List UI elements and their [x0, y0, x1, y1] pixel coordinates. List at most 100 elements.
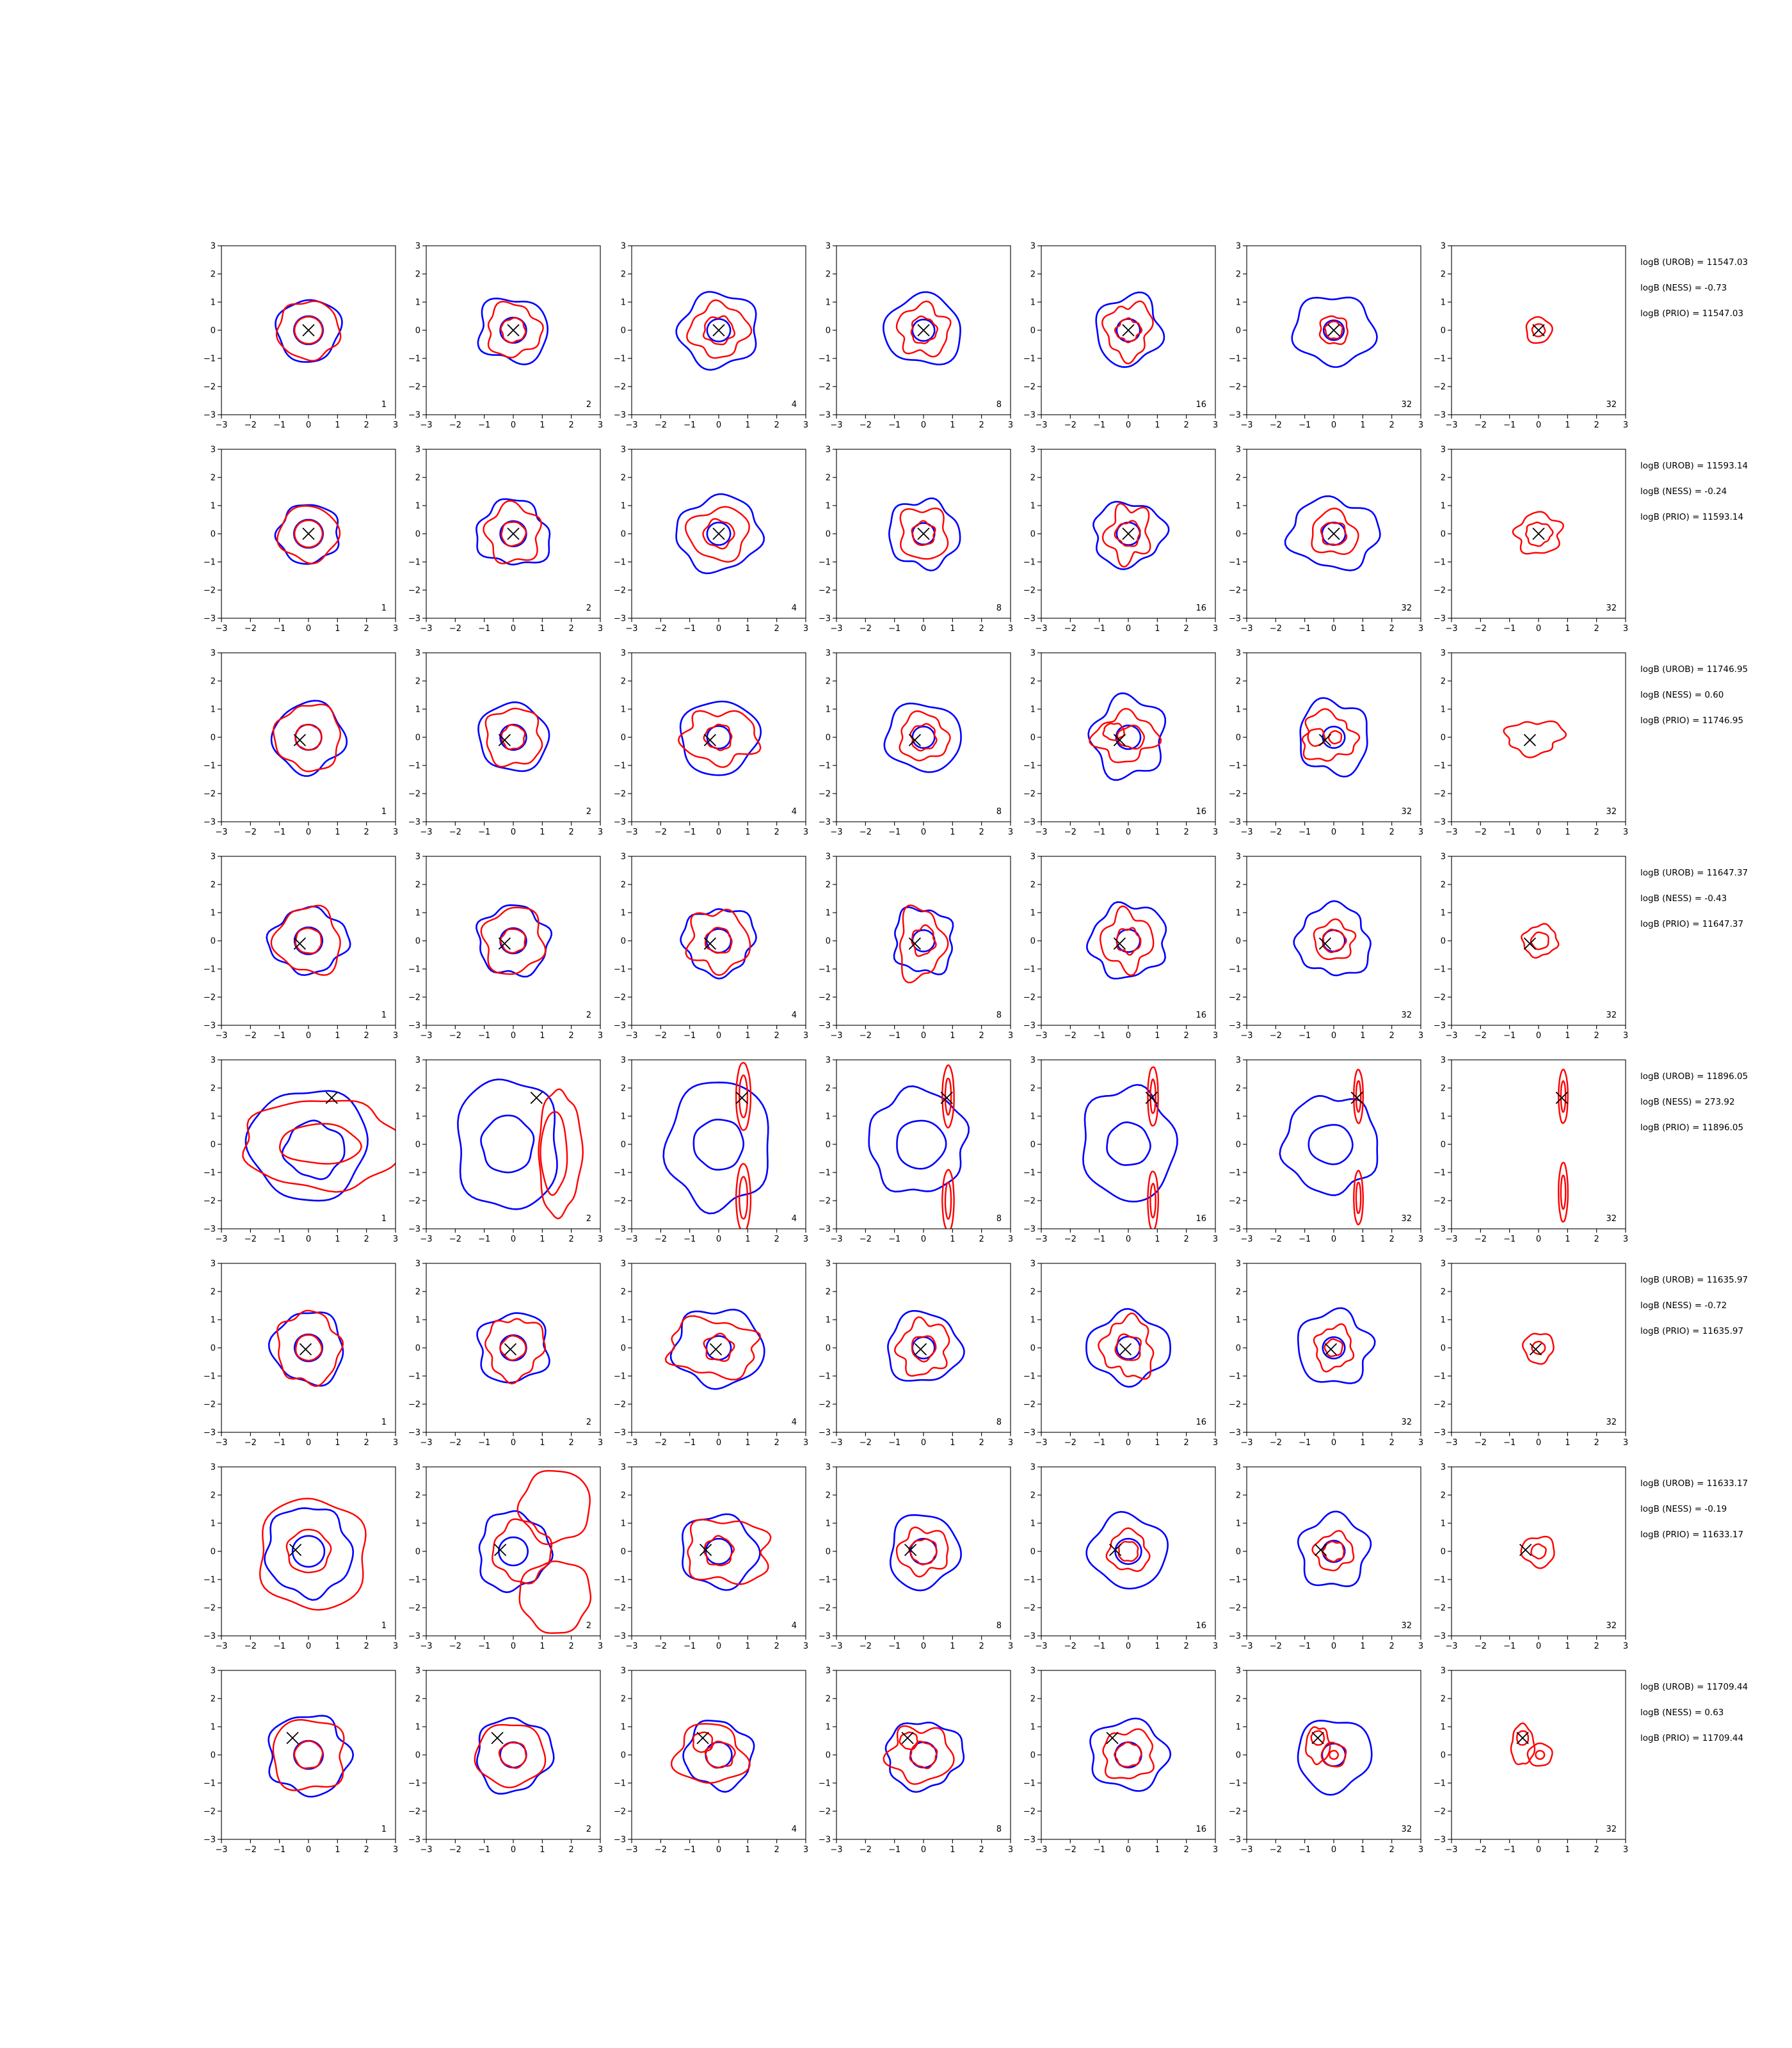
blue-contour	[1095, 291, 1165, 368]
blue-contour	[675, 493, 765, 575]
y-tick-label: 1	[1030, 1723, 1036, 1732]
panel-label: 32	[1606, 1418, 1617, 1427]
blue-contour	[1087, 692, 1166, 781]
y-tick-label: −2	[408, 1400, 420, 1410]
plot-area	[888, 497, 961, 572]
x-tick-label: 1	[335, 624, 340, 634]
axes-frame	[426, 1059, 601, 1229]
logb-annotation: logB (PRIO) = 11547.03	[1640, 308, 1743, 319]
red-contour	[500, 724, 526, 750]
plot-area	[266, 904, 351, 976]
panel-label: 16	[1196, 400, 1206, 410]
y-tick-label: −2	[1434, 1807, 1446, 1817]
panel-r4-c3: −3−3 −2 −2 −1 −1 0 0 1 1 2 2 3 3 4	[614, 852, 808, 1041]
y-tick-label: 0	[1441, 530, 1446, 540]
x-tick-label: −1	[888, 1235, 900, 1244]
plot-area	[678, 700, 762, 776]
x-tick-label: −2	[1270, 1642, 1282, 1651]
panel-label: 4	[792, 1011, 797, 1020]
blue-contour	[499, 723, 527, 751]
x-tick-label: 1	[1360, 1235, 1365, 1244]
y-tick-label: −3	[1229, 1632, 1241, 1642]
y-tick-label: −1	[614, 1372, 626, 1382]
x-tick-label: −2	[1270, 828, 1282, 837]
x-tick-label: −2	[1270, 420, 1282, 430]
x-tick-label: 2	[364, 420, 369, 430]
x-tick-label: −2	[860, 1845, 872, 1855]
y-tick-label: −1	[408, 1576, 420, 1585]
plot-area	[682, 1513, 772, 1591]
x-tick-label: 1	[1565, 1845, 1570, 1855]
red-contour	[270, 904, 341, 976]
x-tick-label: 2	[1389, 1031, 1395, 1041]
y-tick-label: −3	[614, 1632, 626, 1642]
plot-area	[664, 1308, 765, 1390]
red-contour	[1329, 1750, 1340, 1760]
x-tick-label: −2	[1475, 828, 1487, 837]
x-tick-label: 2	[979, 420, 984, 430]
x-tick-label: 0	[1126, 1031, 1131, 1041]
y-tick-label: −1	[1229, 558, 1241, 568]
axes-frame	[1451, 856, 1626, 1026]
logb-annotation: logB (NESS) = 0.60	[1640, 690, 1724, 700]
x-tick-label: 3	[1418, 1235, 1423, 1244]
x-tick-label: 1	[335, 828, 340, 837]
logb-annotation: logB (UROB) = 11547.03	[1640, 257, 1748, 268]
y-tick-label: 3	[621, 852, 626, 862]
x-tick-label: 1	[1360, 1031, 1365, 1041]
y-tick-label: 2	[211, 1288, 216, 1297]
panel-r3-c1: −3−3 −2 −2 −1 −1 0 0 1 1 2 2 3 3 1	[204, 649, 398, 838]
blue-contour	[477, 701, 550, 772]
x-tick-label: 3	[598, 1438, 603, 1448]
x-tick-label: 3	[1008, 1642, 1013, 1651]
y-tick-label: 3	[826, 649, 831, 659]
red-contour	[1526, 1742, 1553, 1767]
y-tick-label: −3	[1023, 1021, 1036, 1031]
red-contour	[687, 1519, 772, 1585]
y-tick-label: −3	[408, 614, 420, 624]
x-tick-label: 3	[393, 828, 398, 837]
x-tick-label: 2	[364, 624, 369, 634]
x-tick-label: 3	[393, 624, 398, 634]
x-tick-label: 0	[921, 624, 926, 634]
panel-label: 16	[1196, 1418, 1206, 1427]
x-tick-label: −1	[684, 1438, 696, 1448]
x-marker	[1106, 1731, 1119, 1745]
red-contour	[685, 908, 751, 976]
panel-label: 4	[792, 400, 797, 410]
y-tick-label: −3	[204, 1428, 216, 1438]
y-tick-label: −2	[204, 790, 216, 799]
y-tick-label: 0	[211, 326, 216, 336]
red-contour	[1521, 923, 1560, 959]
blue-contour	[1116, 522, 1141, 546]
y-tick-label: 3	[1030, 649, 1036, 659]
x-tick-label: 1	[1155, 420, 1160, 430]
panel-r3-c4: −3−3 −2 −2 −1 −1 0 0 1 1 2 2 3 3 8	[819, 649, 1013, 838]
x-tick-label: 3	[1623, 624, 1628, 634]
x-tick-label: 3	[1008, 420, 1013, 430]
red-contour	[484, 1318, 547, 1385]
x-marker	[1327, 527, 1340, 540]
panel-label: 32	[1606, 604, 1617, 613]
y-tick-label: −2	[819, 993, 831, 1003]
x-tick-label: −2	[655, 624, 667, 634]
y-tick-label: 3	[621, 445, 626, 455]
y-tick-label: 2	[1236, 1695, 1241, 1704]
axes-frame	[1451, 1059, 1626, 1229]
panel-label: 8	[996, 1214, 1002, 1224]
x-tick-label: 3	[598, 1235, 603, 1244]
y-tick-label: 0	[1030, 1140, 1036, 1150]
y-tick-label: 0	[1236, 1548, 1241, 1557]
red-contour	[480, 906, 547, 975]
blue-contour	[1086, 901, 1167, 980]
y-tick-label: 2	[1030, 1491, 1036, 1501]
x-tick-label: −3	[830, 828, 842, 837]
x-marker	[1350, 1091, 1363, 1105]
red-contour	[1516, 1730, 1530, 1746]
x-tick-label: −1	[1503, 420, 1516, 430]
logb-annotation: logB (NESS) = -0.43	[1640, 893, 1727, 904]
x-tick-label: 1	[745, 1642, 750, 1651]
red-contour	[735, 1062, 752, 1132]
red-contour	[1530, 931, 1549, 950]
y-tick-label: 3	[211, 445, 216, 455]
